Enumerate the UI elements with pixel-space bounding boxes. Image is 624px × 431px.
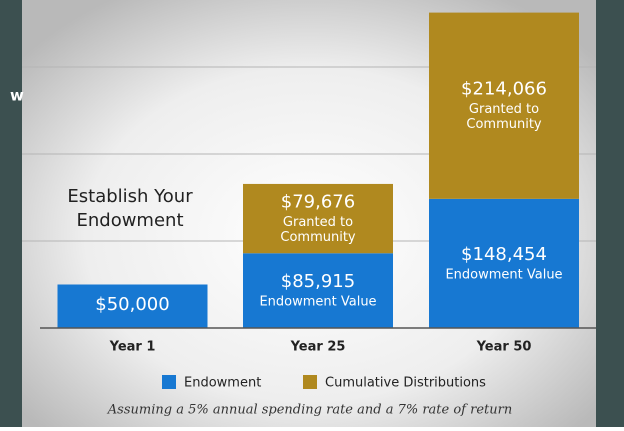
segment-label: Granted to [469,102,539,117]
bar-segment [243,183,393,254]
legend-label: Endowment [184,376,261,391]
legend-swatch [303,375,317,389]
bar-segment [429,12,579,199]
bar-segment [429,198,579,328]
annotation: Establish Your [67,186,193,207]
bar-segment [243,253,393,328]
footnote: Assuming a 5% annual spending rate and a… [107,403,512,418]
segment-label: Endowment Value [259,295,376,310]
bar-segment [57,284,208,328]
segment-label: Granted to [283,215,353,230]
side-text: w [10,87,24,105]
x-tick-label: Year 25 [290,340,346,355]
data-label: $214,066 [461,79,547,100]
segment-label: Endowment Value [445,267,562,282]
data-label: $85,915 [281,271,355,292]
data-label: $50,000 [95,294,169,315]
data-label: $148,454 [461,244,547,265]
segment-label: Community [466,117,542,132]
legend-swatch [162,375,176,389]
data-label: $79,676 [281,192,355,213]
annotation: Endowment [76,210,183,231]
x-tick-label: Year 50 [476,340,532,355]
legend-label: Cumulative Distributions [325,376,486,391]
x-tick-label: Year 1 [109,340,156,355]
segment-label: Community [280,230,356,245]
